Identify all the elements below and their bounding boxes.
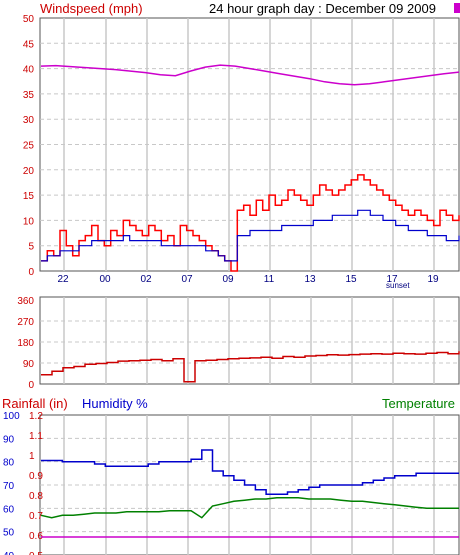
rain-tick-label: 1 [29,451,35,462]
humidity-tick-label: 50 [3,528,15,539]
humidity-tick-label: 80 [3,458,15,469]
x-tick-label: 00 [99,274,111,285]
avg-windspeed-series-line [41,209,460,262]
weather-y-ticks: 40 50 60 70 80 90 100 0.5 0.6 0.7 0.8 0.9 1 1.1 1.2 [3,411,43,555]
temperature-series-line [40,497,459,519]
rain-tick-label: 0.7 [29,511,43,522]
wind-direction-series-line [41,351,460,383]
rain-tick-label: 1.1 [29,431,43,442]
y-tick-label: 15 [23,191,35,202]
humidity-tick-label: 90 [3,434,15,445]
legend-swatch [454,3,460,13]
rain-tick-label: 0.5 [29,551,43,555]
rain-tick-label: 0.8 [29,491,43,502]
y-tick-label: 30 [23,115,35,126]
direction-grid [40,297,459,384]
humidity-tick-label: 70 [3,481,15,492]
time-x-ticks: 22 00 02 07 09 11 13 15 17 19 [57,274,439,285]
windspeed-y-ticks: 0 5 10 15 20 25 30 35 40 45 50 [23,14,35,278]
rainfall-label: Rainfall (in) [2,396,68,411]
rain-tick-label: 0.9 [29,471,43,482]
y-tick-label: 360 [17,296,34,307]
y-tick-label: 180 [17,338,34,349]
y-tick-label: 10 [23,216,35,227]
y-tick-label: 40 [23,65,35,76]
weather-grid [40,415,459,555]
x-tick-label: 22 [57,274,69,285]
humidity-series-line [41,449,459,496]
rain-tick-label: 0.6 [29,531,43,542]
windspeed-title: Windspeed (mph) [40,1,143,16]
direction-panel [39,296,460,385]
humidity-tick-label: 100 [3,411,20,422]
direction-y-ticks: 0 90 180 270 360 [17,296,34,391]
x-tick-label: 19 [427,274,439,285]
x-tick-label: 02 [140,274,152,285]
y-tick-label: 270 [17,317,34,328]
sunset-label: sunset [386,281,410,290]
y-tick-label: 35 [23,90,35,101]
y-tick-label: 0 [28,380,34,391]
graph-title: 24 hour graph day : December 09 2009 [209,1,436,16]
pressure-series-line [40,64,460,86]
gust-series-line [41,174,460,272]
x-tick-label: 15 [345,274,357,285]
x-tick-label: 09 [222,274,234,285]
humidity-tick-label: 60 [3,504,15,515]
x-tick-label: 07 [181,274,193,285]
x-tick-label: 17 [386,274,398,285]
y-tick-label: 20 [23,166,35,177]
series-lines [40,64,460,538]
humidity-label: Humidity % [82,396,148,411]
y-tick-label: 5 [28,242,34,253]
x-tick-label: 13 [304,274,316,285]
y-tick-label: 25 [23,141,35,152]
windspeed-grid [40,18,459,271]
y-tick-label: 45 [23,39,35,50]
y-tick-label: 50 [23,14,35,25]
y-tick-label: 90 [23,359,35,370]
temperature-label: Temperature [382,396,455,411]
humidity-tick-label: 40 [3,551,15,555]
rain-tick-label: 1.2 [29,411,43,422]
x-tick-label: 11 [264,274,275,285]
y-tick-label: 0 [28,267,34,278]
